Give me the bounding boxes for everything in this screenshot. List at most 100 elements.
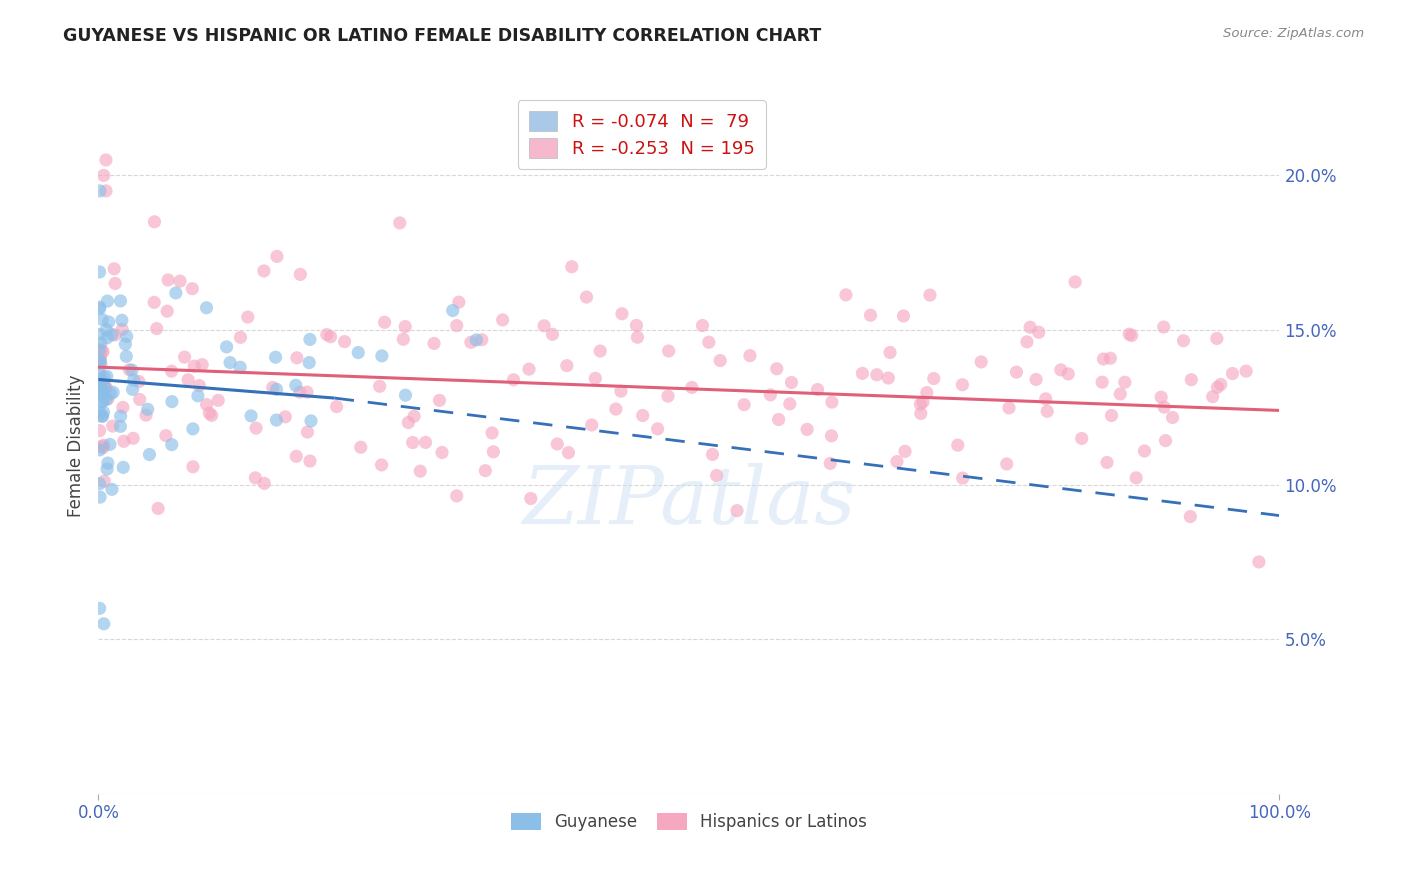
Point xyxy=(1173,334,1195,348)
Point xyxy=(821,395,844,409)
Point xyxy=(657,389,679,403)
Point xyxy=(333,334,356,349)
Point xyxy=(1202,390,1225,404)
Point xyxy=(155,428,177,442)
Point xyxy=(1025,372,1047,386)
Point xyxy=(112,434,135,449)
Point xyxy=(709,353,731,368)
Point xyxy=(702,447,724,461)
Point xyxy=(998,401,1021,415)
Point xyxy=(121,363,143,377)
Point xyxy=(245,471,267,485)
Point xyxy=(110,419,132,434)
Point xyxy=(89,424,111,438)
Point xyxy=(89,380,111,394)
Point xyxy=(441,303,464,318)
Point xyxy=(90,376,112,390)
Point xyxy=(195,301,218,315)
Point xyxy=(429,393,451,408)
Point xyxy=(970,355,993,369)
Point xyxy=(121,383,143,397)
Point xyxy=(96,331,118,345)
Point xyxy=(299,414,322,428)
Point xyxy=(912,395,935,409)
Point xyxy=(298,333,321,347)
Point xyxy=(101,483,124,497)
Point xyxy=(253,476,276,491)
Point xyxy=(370,458,392,472)
Point xyxy=(1099,351,1122,366)
Point xyxy=(295,385,318,400)
Point xyxy=(1133,444,1156,458)
Point xyxy=(236,310,259,324)
Point xyxy=(96,294,118,309)
Point xyxy=(157,273,180,287)
Point xyxy=(128,375,150,389)
Point xyxy=(946,438,969,452)
Point xyxy=(138,448,160,462)
Point xyxy=(879,345,901,359)
Point xyxy=(460,335,482,350)
Point xyxy=(89,265,111,279)
Point xyxy=(89,350,111,364)
Point xyxy=(93,405,115,419)
Point xyxy=(859,308,882,322)
Point xyxy=(581,417,603,432)
Point xyxy=(423,336,446,351)
Point xyxy=(894,444,917,458)
Point xyxy=(692,318,714,333)
Point xyxy=(262,380,284,394)
Point xyxy=(910,397,932,411)
Point xyxy=(706,468,728,483)
Point xyxy=(201,409,224,423)
Point xyxy=(471,333,494,347)
Point xyxy=(111,401,134,415)
Point xyxy=(284,378,307,392)
Point xyxy=(229,360,252,375)
Point xyxy=(780,376,803,390)
Point xyxy=(191,358,214,372)
Point xyxy=(195,398,218,412)
Point xyxy=(546,437,568,451)
Point xyxy=(368,379,391,393)
Point xyxy=(93,616,115,631)
Point xyxy=(1064,275,1087,289)
Point xyxy=(96,392,118,407)
Point xyxy=(465,333,488,347)
Point xyxy=(285,450,308,464)
Point xyxy=(561,260,583,274)
Point xyxy=(1019,320,1042,334)
Point xyxy=(768,412,790,426)
Point xyxy=(91,387,114,401)
Point xyxy=(1125,471,1147,485)
Point xyxy=(91,409,114,424)
Point xyxy=(181,459,204,474)
Point xyxy=(796,422,818,436)
Point xyxy=(918,288,941,302)
Point xyxy=(1015,334,1038,349)
Point xyxy=(219,355,242,369)
Point xyxy=(1118,327,1140,342)
Point xyxy=(91,441,114,455)
Point xyxy=(1028,325,1050,339)
Point xyxy=(98,437,121,451)
Point xyxy=(264,350,287,364)
Point xyxy=(110,409,132,423)
Point xyxy=(253,264,276,278)
Point xyxy=(759,388,782,402)
Point xyxy=(404,409,426,424)
Point xyxy=(89,383,111,397)
Point xyxy=(1101,409,1123,423)
Point xyxy=(135,408,157,422)
Point xyxy=(1150,390,1173,404)
Point xyxy=(765,361,787,376)
Point xyxy=(520,491,543,506)
Point xyxy=(1091,375,1114,389)
Point xyxy=(1153,320,1175,334)
Point xyxy=(658,344,681,359)
Point xyxy=(181,422,204,436)
Point xyxy=(110,293,132,308)
Point xyxy=(447,295,470,310)
Point xyxy=(1153,400,1175,414)
Point xyxy=(589,344,612,359)
